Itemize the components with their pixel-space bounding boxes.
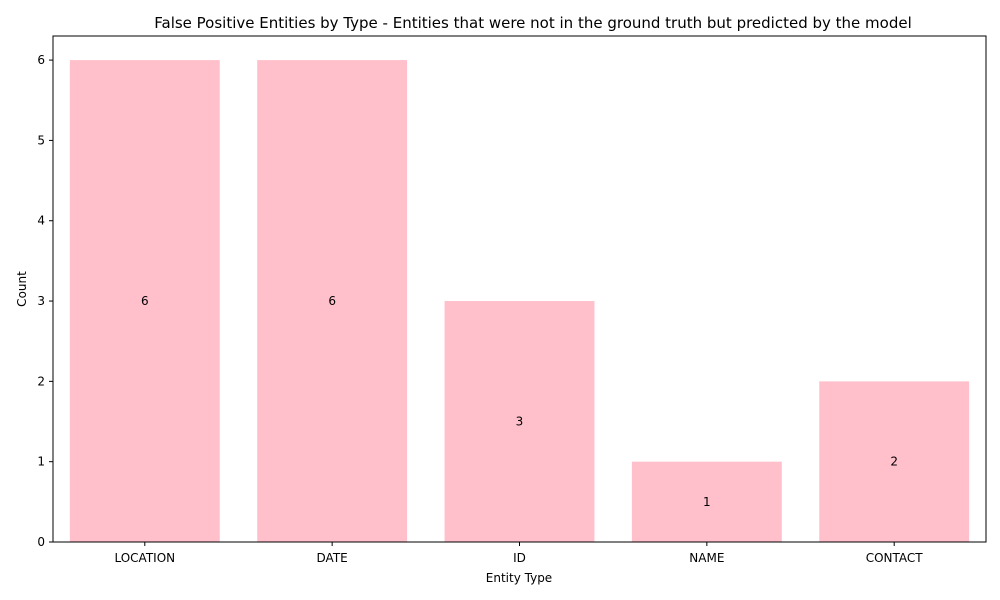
x-tick-label: ID <box>513 551 526 565</box>
bar-contact <box>819 381 970 542</box>
x-tick-label: DATE <box>317 551 348 565</box>
bar-value-label: 6 <box>328 294 336 308</box>
bar-value-label: 1 <box>703 495 711 509</box>
y-axis-label: Count <box>15 271 29 307</box>
y-axis: 0 1 2 3 4 5 6 <box>37 53 53 549</box>
x-tick-label: NAME <box>689 551 724 565</box>
bar-value-label: 2 <box>890 455 898 469</box>
y-tick-label: 3 <box>37 294 45 308</box>
y-tick-label: 4 <box>37 214 45 228</box>
y-tick-label: 6 <box>37 53 45 67</box>
x-tick-label: CONTACT <box>866 551 924 565</box>
chart-title: False Positive Entities by Type - Entiti… <box>154 14 912 32</box>
bars-layer <box>69 60 970 542</box>
bar-value-label: 6 <box>141 294 149 308</box>
bar-date <box>257 60 408 542</box>
bar-name <box>631 461 782 542</box>
y-tick-label: 0 <box>37 535 45 549</box>
x-axis: LOCATION DATE ID NAME CONTACT <box>114 542 923 565</box>
y-tick-label: 1 <box>37 455 45 469</box>
bar-labels-layer: 6 6 3 1 2 <box>141 294 898 509</box>
x-tick-label: LOCATION <box>114 551 175 565</box>
bar-value-label: 3 <box>516 415 524 429</box>
x-axis-label: Entity Type <box>486 571 552 585</box>
y-tick-label: 2 <box>37 374 45 388</box>
bar-location <box>69 60 220 542</box>
bar-id <box>444 301 595 542</box>
y-tick-label: 5 <box>37 133 45 147</box>
plot-frame <box>52 35 987 543</box>
